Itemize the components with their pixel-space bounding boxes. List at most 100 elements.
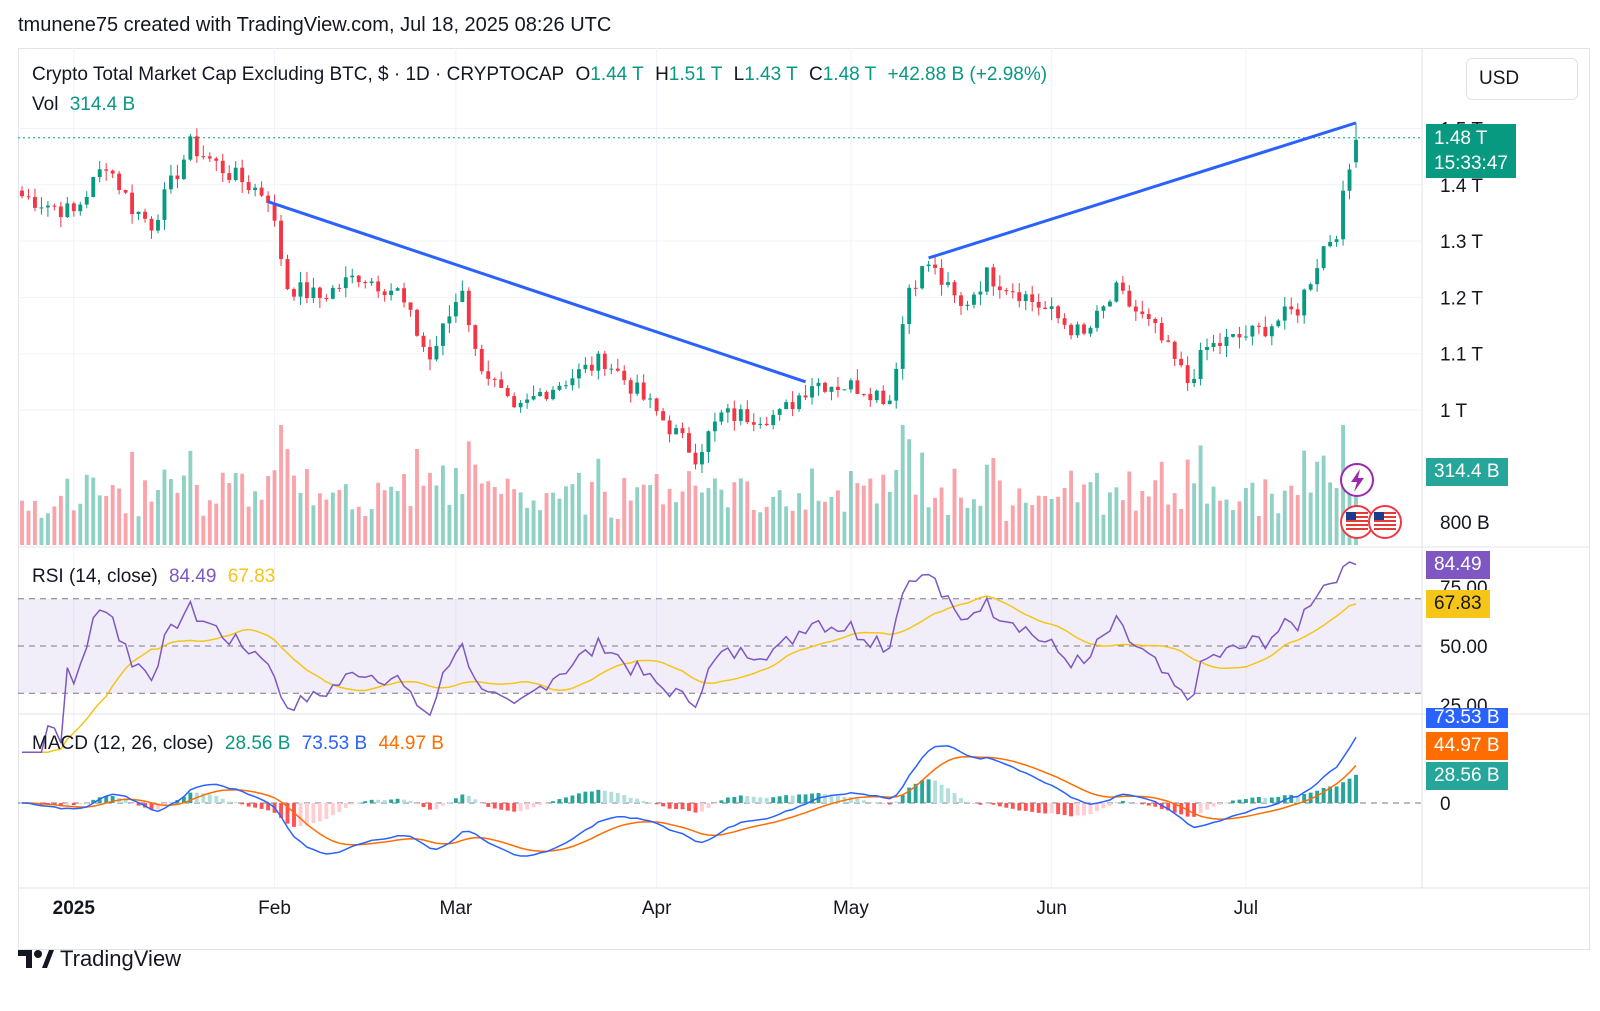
candle-body	[816, 382, 821, 387]
volume-bar	[1082, 484, 1086, 545]
candle-body	[512, 396, 517, 408]
volume-bar	[97, 495, 102, 545]
candle-body	[1069, 324, 1074, 336]
macd-histogram-bar	[751, 796, 756, 803]
volume-bar	[1328, 482, 1333, 545]
macd-histogram-bar	[337, 803, 342, 812]
volume-bar	[311, 505, 316, 545]
candle-body	[758, 423, 763, 425]
volume-legend[interactable]: Vol 314.4 B	[32, 94, 141, 116]
candle-body	[1256, 325, 1261, 327]
volume-bar	[725, 507, 730, 545]
volume-bar	[194, 484, 199, 545]
price-axis-label: 1.2 T	[1440, 288, 1483, 309]
candle-body	[253, 187, 258, 191]
macd-histogram-bar	[946, 788, 950, 803]
volume-bar	[1315, 461, 1320, 545]
macd-histogram-bar	[1146, 803, 1151, 806]
volume-bar	[1218, 500, 1222, 545]
volume-bar	[1224, 499, 1229, 545]
candle-body	[1315, 268, 1320, 285]
macd-histogram-bar	[1069, 803, 1074, 817]
macd-histogram-bar	[512, 803, 517, 812]
volume-bar	[188, 450, 193, 545]
time-axis-label: Feb	[258, 898, 291, 919]
volume-bar	[1127, 471, 1132, 545]
volume-bar	[777, 490, 782, 545]
candle-body	[311, 287, 316, 299]
candle-body	[304, 282, 309, 299]
volume-bar	[324, 499, 329, 545]
candle-body	[337, 287, 342, 289]
candle-body	[978, 291, 983, 295]
candle-body	[499, 379, 504, 388]
candle-body	[661, 411, 666, 421]
volume-bar	[1276, 513, 1281, 545]
macd-histogram-bar	[1256, 797, 1261, 803]
macd-histogram-bar	[1308, 792, 1313, 803]
volume-bar	[868, 478, 873, 545]
candle-body	[408, 302, 413, 310]
macd-legend[interactable]: MACD (12, 26, close) 28.56 B 73.53 B 44.…	[32, 733, 450, 755]
volume-bar	[285, 449, 290, 545]
volume-bar	[279, 425, 283, 545]
volume-bar	[1120, 500, 1125, 545]
currency-button[interactable]: USD	[1466, 58, 1578, 100]
macd-histogram-bar	[622, 795, 627, 803]
volume-bar	[583, 514, 588, 545]
candle-body	[279, 220, 283, 260]
rsi-legend[interactable]: RSI (14, close) 84.49 67.83	[32, 566, 281, 588]
volume-bar	[803, 509, 808, 545]
volume-bar	[810, 468, 814, 545]
macd-histogram-bar	[771, 797, 776, 803]
candle-body	[39, 207, 44, 209]
macd-histogram-bar	[920, 780, 925, 803]
volume-bar	[33, 500, 37, 545]
candle-body	[641, 382, 646, 400]
volume-bar	[907, 439, 912, 545]
macd-histogram-bar	[803, 794, 808, 803]
volume-bar	[1302, 450, 1307, 545]
volume-bar	[732, 482, 737, 545]
flag-canton	[1346, 512, 1356, 520]
macd-histogram-bar	[363, 801, 368, 803]
volume-bar	[246, 506, 251, 545]
symbol-legend[interactable]: Crypto Total Market Cap Excluding BTC, $…	[32, 64, 1053, 86]
volume-bar	[771, 496, 776, 545]
candle-body	[531, 395, 536, 400]
macd-histogram-bar	[635, 798, 640, 803]
macd-histogram-bar	[1114, 802, 1119, 804]
flag-stripe	[1374, 512, 1396, 514]
candle-body	[156, 219, 160, 231]
candle-body	[1107, 301, 1112, 307]
volume-bar	[1017, 488, 1022, 545]
volume-bar	[402, 474, 407, 545]
macd-histogram-bar	[233, 802, 238, 804]
rsi-axis-label: 50.00	[1440, 637, 1488, 658]
volume-bars	[20, 425, 1358, 545]
volume-bar	[1153, 480, 1158, 545]
tradingview-brand[interactable]: TradingView	[18, 946, 181, 972]
candle-body	[259, 187, 264, 196]
candle-body	[479, 348, 484, 372]
candle-body	[1120, 282, 1125, 291]
volume-bar	[453, 468, 458, 545]
candle-body	[829, 386, 834, 392]
candle-body	[1328, 241, 1333, 247]
symbol-title[interactable]: Crypto Total Market Cap Excluding BTC, $…	[32, 64, 565, 85]
rsi-label: RSI (14, close)	[32, 566, 158, 587]
volume-bar	[201, 515, 206, 545]
volume-bar	[596, 458, 601, 545]
macd-histogram-bar	[1127, 801, 1132, 803]
volume-bar	[848, 470, 853, 545]
candle-body	[881, 390, 886, 405]
volume-bar	[952, 468, 957, 545]
macd-histogram-bar	[687, 803, 691, 811]
candle-body	[324, 297, 329, 299]
candle-body	[738, 409, 743, 421]
candle-body	[45, 205, 50, 208]
volume-bar	[1289, 485, 1294, 545]
volume-bar	[259, 499, 264, 545]
flag-stripe	[1346, 520, 1368, 522]
